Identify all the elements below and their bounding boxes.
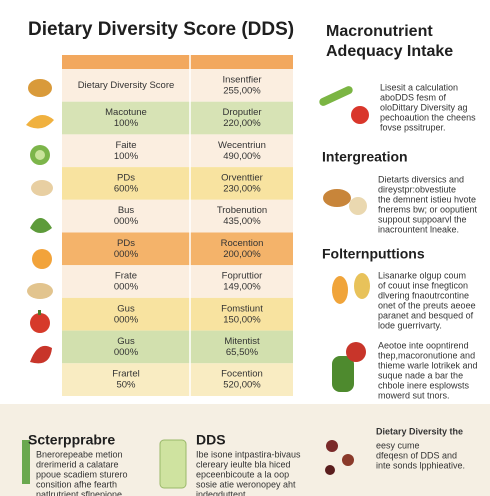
table-cell: Gus bbox=[117, 336, 135, 347]
table-cell: Frartel bbox=[112, 369, 139, 380]
table-cell: Macotune bbox=[105, 107, 147, 118]
table-cell: Wecentriun bbox=[218, 140, 266, 151]
table-cell: Insentfier bbox=[222, 74, 261, 85]
table-cell: 65,50% bbox=[226, 347, 259, 358]
table-cell: 600% bbox=[114, 183, 139, 194]
footer-line: epceenbicoute a la oop bbox=[196, 469, 289, 479]
table-row bbox=[62, 199, 293, 233]
table-cell: 100% bbox=[114, 151, 139, 162]
paragraph-line: Lisanarke olgup coum bbox=[378, 270, 466, 280]
table-row bbox=[62, 265, 293, 298]
table-row bbox=[62, 297, 293, 331]
table-cell: 000% bbox=[114, 216, 139, 227]
footer-title: DDS bbox=[196, 432, 226, 448]
section-title: Intergreation bbox=[322, 149, 408, 165]
footer-band bbox=[0, 404, 490, 496]
paragraph-line: Lisesit a calculation bbox=[380, 82, 458, 92]
table-cell: 230,00% bbox=[223, 183, 261, 194]
table-row bbox=[62, 330, 293, 364]
table-row bbox=[62, 167, 293, 200]
table-cell: Trobenution bbox=[217, 205, 267, 216]
paragraph-line: chbole inere esplowsts bbox=[378, 380, 470, 390]
table-cell: Droputler bbox=[222, 107, 261, 118]
table-row bbox=[62, 101, 293, 135]
food-icons bbox=[26, 79, 54, 364]
paragraph-line: onet of the preuts aeoee bbox=[378, 300, 476, 310]
paragraph-line: suppout suppoarvl the bbox=[378, 214, 467, 224]
footer-line: Bnerorepeabe metion bbox=[36, 449, 123, 459]
footer-line: ppoue scadiem sturero bbox=[36, 469, 128, 479]
footer-line: clereary ieulte bla hiced bbox=[196, 459, 291, 469]
paragraph-line: dlvering fnaoutrcontine bbox=[378, 290, 469, 300]
paragraph-line: Aeotoe inte oopntirend bbox=[378, 340, 469, 350]
table-cell: Focention bbox=[221, 369, 263, 380]
table-cell: 100% bbox=[114, 118, 139, 129]
paragraph-line: lode guerrivarty. bbox=[378, 320, 442, 330]
table-cell: Mitentist bbox=[224, 336, 260, 347]
paragraph-line: fnerems bw; or ooputient bbox=[378, 204, 478, 214]
table-row bbox=[62, 363, 293, 396]
paragraph-line: the demnent istieu hvote bbox=[378, 194, 476, 204]
table-cell: 255,00% bbox=[223, 85, 261, 96]
table-cell: Rocention bbox=[221, 238, 264, 249]
paragraph-line: thieme warle lotrikek and bbox=[378, 360, 478, 370]
table-cell: Faite bbox=[115, 140, 136, 151]
paragraph-line: oloDittary Diversity ag bbox=[380, 102, 468, 112]
table-cell: PDs bbox=[117, 238, 135, 249]
paragraph-line: Dietarts diversics and bbox=[378, 174, 464, 184]
paragraph-line: suque nade a bar the bbox=[378, 370, 463, 380]
right-icons bbox=[22, 86, 370, 489]
table-cell: 149,00% bbox=[223, 282, 261, 293]
table-row bbox=[62, 232, 293, 266]
table-cell: 200,00% bbox=[223, 249, 261, 260]
paragraph-line: inacrountent lneake. bbox=[378, 224, 459, 234]
paragraph-line: pechoaution the cheens bbox=[380, 112, 476, 122]
footer-line: Ibe isone intpastira-bivaus bbox=[196, 449, 301, 459]
table-row bbox=[62, 69, 293, 102]
paragraph-line: direystpr:obvestiute bbox=[378, 184, 456, 194]
table-cell: Frate bbox=[115, 271, 137, 282]
table-cell: 150,00% bbox=[223, 314, 261, 325]
table-row bbox=[62, 134, 293, 168]
section-title: Adequacy Intake bbox=[326, 43, 453, 60]
table-cell: 50% bbox=[116, 380, 136, 391]
table-cell: Orventtier bbox=[221, 172, 263, 183]
footer-line: eesy cume bbox=[376, 440, 420, 450]
main-title: Dietary Diversity Score (DDS) bbox=[28, 19, 294, 40]
paragraph-line: of couut inse fnegticon bbox=[378, 280, 468, 290]
table-cell: Dietary Diversity Score bbox=[78, 80, 175, 91]
footer-line: natlrutrient sflnepione. bbox=[36, 489, 125, 496]
paragraph-line: aboDDS fesm of bbox=[380, 92, 447, 102]
footer-line: inte sonds lpphieative. bbox=[376, 460, 465, 470]
table-cell: Gus bbox=[117, 303, 135, 314]
section-title: Folternputtions bbox=[322, 246, 425, 262]
table-header bbox=[62, 55, 293, 69]
footer-line: drerimerid a calatare bbox=[36, 459, 119, 469]
table-cell: Fomstiunt bbox=[221, 303, 263, 314]
section-title: Macronutrient bbox=[326, 23, 433, 40]
table-cell: 000% bbox=[114, 347, 139, 358]
footer-line: sosie atie weronopey aht bbox=[196, 479, 296, 489]
paragraph-line: fovse pssitruper. bbox=[380, 122, 446, 132]
table-cell: 000% bbox=[114, 249, 139, 260]
footer-title: Dietary Diversity the bbox=[376, 426, 463, 436]
table-cell: 520,00% bbox=[223, 380, 261, 391]
footer-line: consition afhe fearth bbox=[36, 479, 117, 489]
footer-line: dfeqesn of DDS and bbox=[376, 450, 457, 460]
paragraph-line: mowerd sut tnors. bbox=[378, 390, 450, 400]
table-cell: 490,00% bbox=[223, 151, 261, 162]
table-cell: 000% bbox=[114, 282, 139, 293]
table-cell: 435,00% bbox=[223, 216, 261, 227]
paragraph-line: paranet and besqued of bbox=[378, 310, 474, 320]
table-cell: 220,00% bbox=[223, 118, 261, 129]
table-cell: PDs bbox=[117, 172, 135, 183]
footer-line: indeqduttent. bbox=[196, 489, 248, 496]
table-cell: Bus bbox=[118, 205, 135, 216]
paragraph-line: thep,macoronutione and bbox=[378, 350, 475, 360]
table-cell: Fopruttior bbox=[222, 271, 263, 282]
footer-title: Scterpprabre bbox=[28, 432, 115, 448]
table-cell: 000% bbox=[114, 314, 139, 325]
